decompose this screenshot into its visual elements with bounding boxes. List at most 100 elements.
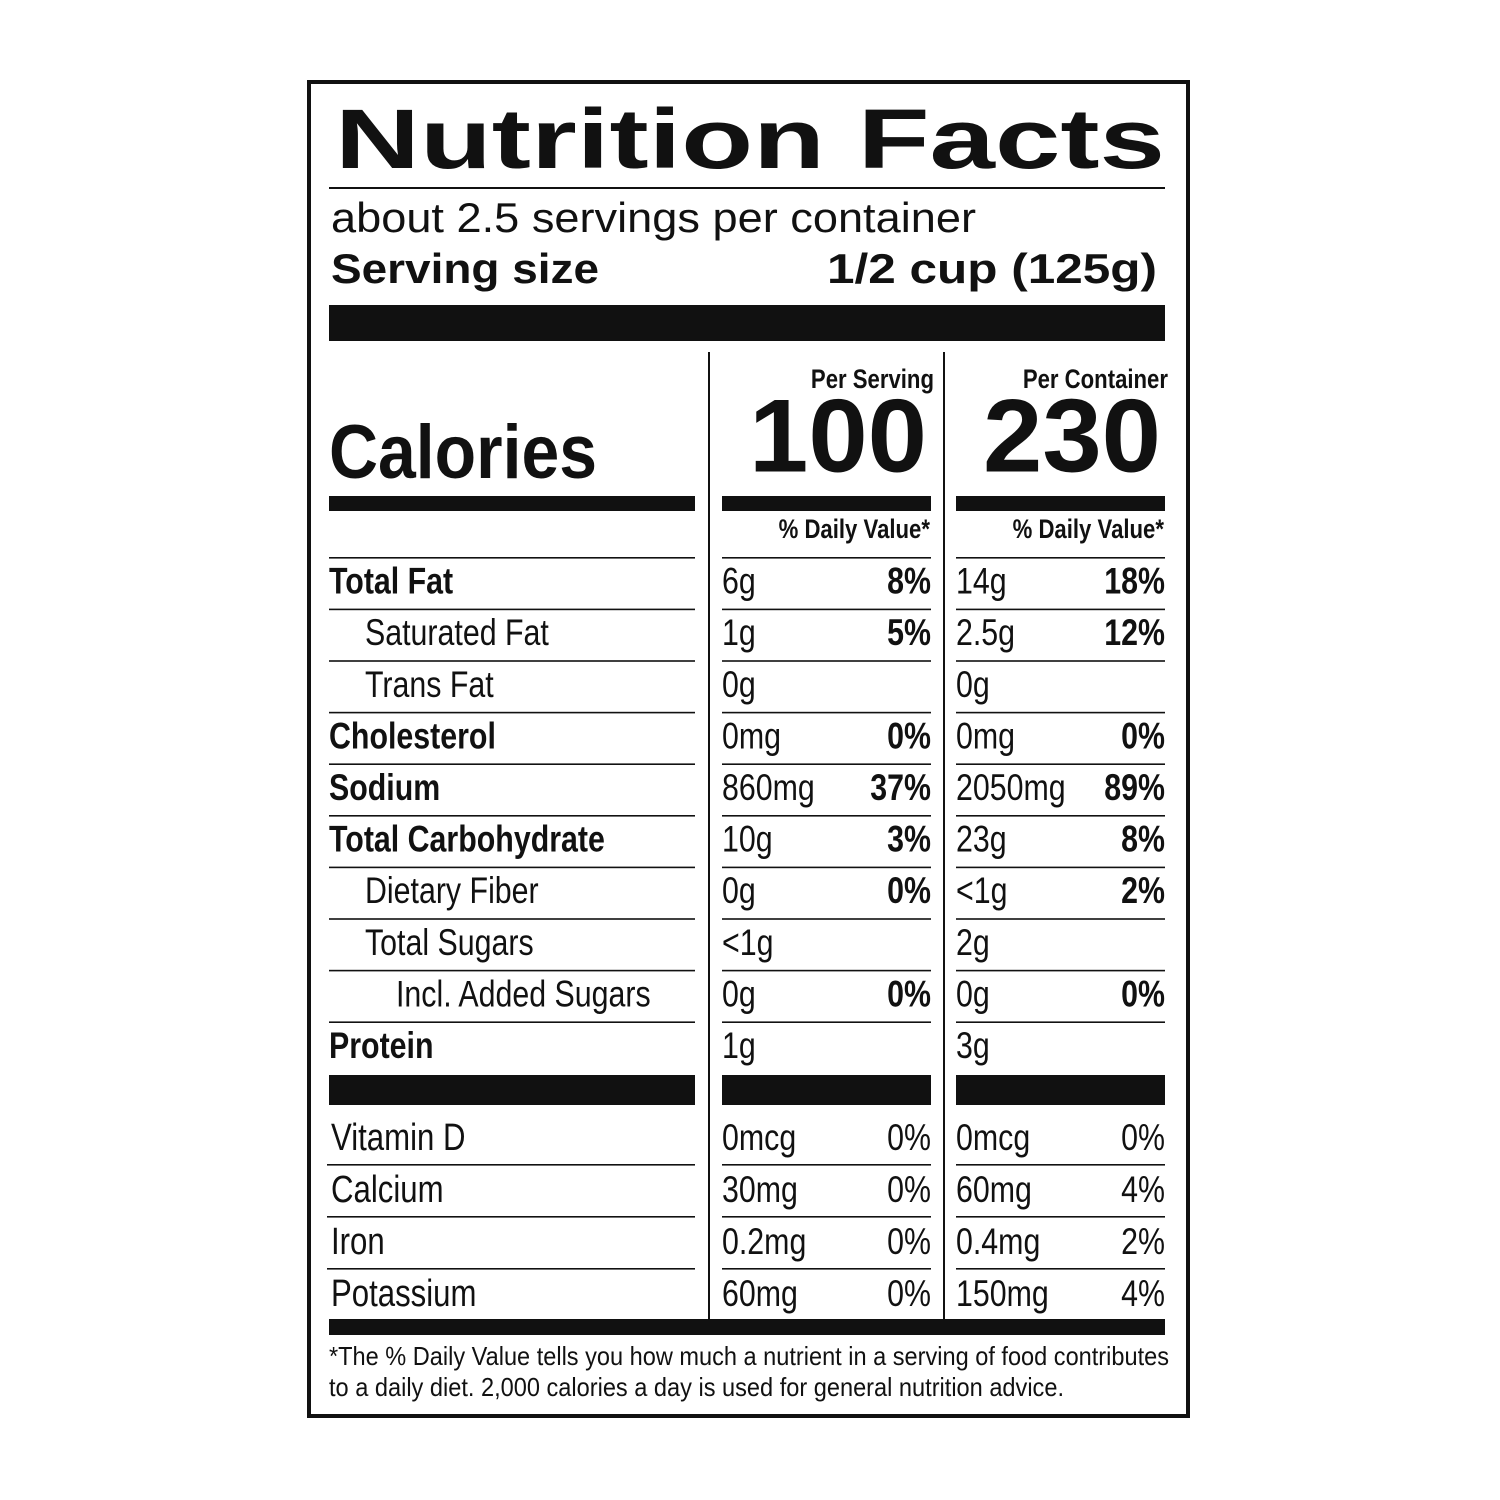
row-rule [956, 969, 1165, 972]
amount: 3g [956, 1025, 990, 1066]
row-rule [956, 1268, 1165, 1270]
row-rule [956, 918, 1165, 920]
daily-value: 0% [887, 1117, 931, 1158]
thick-bar [329, 1075, 695, 1105]
column-divider [708, 352, 710, 1319]
row-rule [329, 660, 695, 662]
dv-heading: % Daily Value* [779, 514, 931, 544]
amount: 1g [722, 1025, 756, 1066]
amount: 0g [722, 664, 756, 705]
amount: 1g [722, 612, 756, 653]
amount: 0g [722, 973, 756, 1014]
row-rule [722, 815, 931, 817]
calories-label: Calories [329, 410, 597, 495]
amount: 2.5g [956, 612, 1015, 653]
thick-bar [329, 305, 1165, 341]
row-rule [722, 608, 931, 611]
daily-value: 0% [1121, 715, 1165, 756]
row-rule [722, 1164, 931, 1166]
daily-value: 0% [887, 870, 931, 911]
row-rule [329, 815, 695, 817]
row-rule [329, 1021, 695, 1023]
title-rule [329, 187, 1165, 189]
calories-value: 230 [983, 378, 1161, 494]
amount: 0g [722, 870, 756, 911]
daily-value: 18% [1104, 561, 1165, 602]
amount: 60mg [722, 1273, 798, 1314]
thick-bar [956, 1075, 1165, 1105]
nutrient-name: Total Sugars [365, 922, 534, 963]
row-rule [722, 918, 931, 920]
amount: 0.4mg [956, 1221, 1040, 1262]
amount: 0g [956, 664, 990, 705]
title: Nutrition Facts [335, 92, 1165, 186]
amount: 0.2mg [722, 1221, 806, 1262]
amount: 2g [956, 922, 990, 963]
row-rule [956, 1021, 1165, 1023]
serving-size-value: 1/2 cup (125g) [827, 245, 1157, 292]
row-rule [722, 763, 931, 765]
daily-value: 0% [887, 1273, 931, 1314]
row-rule [722, 1216, 931, 1218]
vitamin-name: Calcium [331, 1169, 444, 1211]
footnote: *The % Daily Value tells you how much a … [329, 1341, 1169, 1371]
dv-heading: % Daily Value* [1013, 514, 1165, 544]
daily-value: 2% [1121, 1221, 1165, 1262]
row-rule [722, 660, 931, 662]
amount: 0mcg [722, 1117, 796, 1158]
amount: 0mg [722, 715, 781, 756]
amount: <1g [956, 870, 1007, 911]
row-rule [956, 1216, 1165, 1218]
row-rule [329, 918, 695, 920]
daily-value: 0% [887, 715, 931, 756]
amount: 23g [956, 819, 1007, 860]
row-rule [956, 763, 1165, 765]
serving-size-label: Serving size [331, 245, 599, 292]
nutrient-name: Sodium [329, 767, 440, 808]
calories-value: 100 [749, 378, 927, 494]
calories-bar [722, 496, 931, 511]
row-rule [722, 969, 931, 972]
row-rule [722, 1268, 931, 1270]
amount: 0mcg [956, 1117, 1030, 1158]
amount: 2050mg [956, 767, 1066, 808]
daily-value: 5% [887, 612, 931, 653]
daily-value: 0% [887, 1221, 931, 1262]
row-rule [956, 557, 1165, 559]
daily-value: 4% [1121, 1169, 1165, 1210]
row-rule [956, 815, 1165, 817]
footnote: to a daily diet. 2,000 calories a day is… [329, 1372, 1064, 1402]
row-rule [329, 557, 695, 559]
amount: 60mg [956, 1169, 1032, 1210]
nutrient-name: Dietary Fiber [365, 870, 539, 911]
row-rule [327, 1164, 695, 1166]
column-divider [943, 352, 945, 1319]
row-rule [329, 969, 695, 972]
vitamin-name: Iron [331, 1221, 385, 1263]
calories-bar [329, 496, 695, 511]
daily-value: 0% [1121, 1117, 1165, 1158]
vitamin-name: Vitamin D [331, 1117, 466, 1159]
nutrient-name: Incl. Added Sugars [396, 973, 651, 1014]
nutrient-name: Trans Fat [365, 664, 494, 705]
nutrient-name: Saturated Fat [365, 612, 549, 653]
daily-value: 37% [870, 767, 931, 808]
daily-value: 8% [887, 561, 931, 602]
daily-value: 0% [887, 1169, 931, 1210]
amount: 14g [956, 561, 1007, 602]
daily-value: 8% [1121, 819, 1165, 860]
row-rule [722, 711, 931, 714]
daily-value: 3% [887, 819, 931, 860]
row-rule [329, 608, 695, 611]
label-border [307, 80, 1190, 1418]
servings: about 2.5 servings per container [331, 194, 976, 241]
row-rule [722, 1021, 931, 1023]
column-heading: Per Container [1023, 364, 1169, 394]
row-rule [956, 608, 1165, 611]
nutrient-name: Cholesterol [329, 715, 496, 756]
row-rule [327, 1268, 695, 1270]
amount: 0mg [956, 715, 1015, 756]
row-rule [956, 660, 1165, 662]
